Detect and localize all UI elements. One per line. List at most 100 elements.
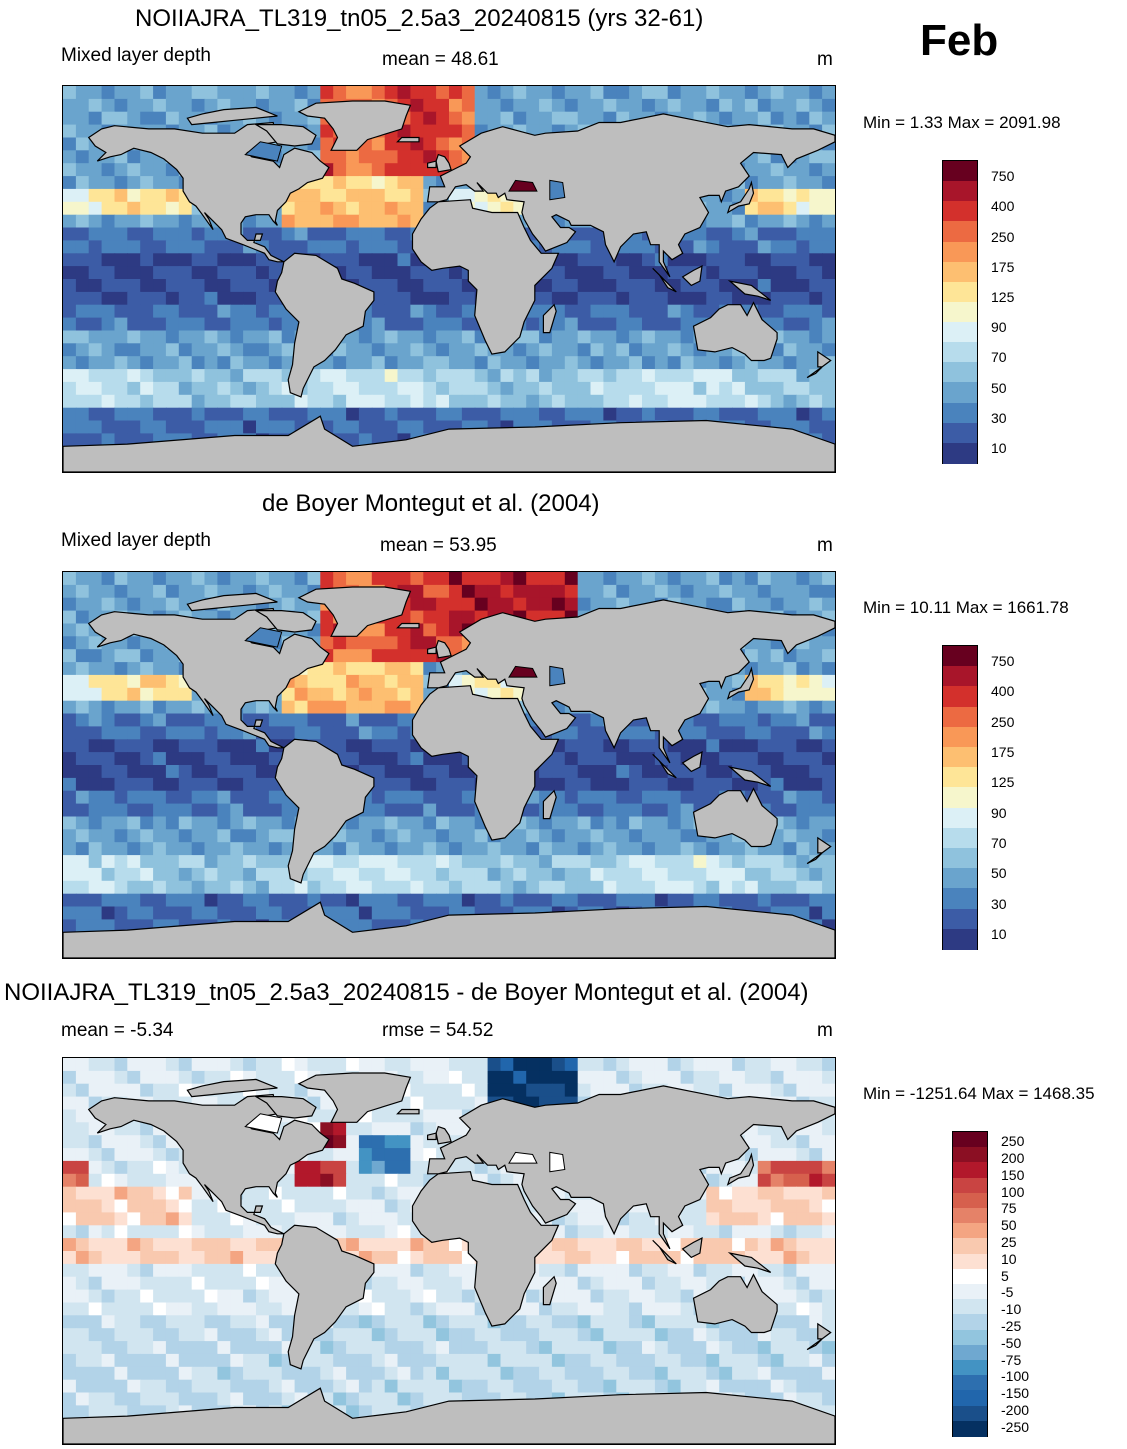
inland-sea: [549, 1151, 566, 1173]
colorbar-tick-label: 750: [991, 168, 1015, 185]
inland-sea: [244, 627, 283, 648]
colorbar-tick-label: 250: [991, 228, 1015, 245]
inland-sea: [244, 1113, 283, 1134]
colorbar-cell: [953, 1132, 987, 1148]
colorbar-cell: [943, 807, 977, 829]
colorbar-tick-label: 90: [991, 319, 1007, 336]
colorbar-tick-label: 150: [1001, 1166, 1025, 1183]
colorbar-cell: [953, 1405, 987, 1422]
colorbar-tick-label: -5: [1001, 1284, 1014, 1301]
panel3-title: NOIIAJRA_TL319_tn05_2.5a3_20240815 - de …: [4, 979, 809, 1006]
land: [63, 100, 835, 472]
colorbar-tick-label: 125: [991, 288, 1015, 305]
colorbar-tick-label: 10: [1001, 1250, 1017, 1267]
colorbar-cell: [953, 1375, 987, 1391]
colorbar-cell: [943, 362, 977, 384]
panel1-mean-label: mean = 48.61: [382, 49, 499, 70]
colorbar-cell: [953, 1390, 987, 1407]
colorbar-cell: [943, 382, 977, 404]
panel2-mean-label: mean = 53.95: [380, 535, 497, 556]
inland-sea: [244, 141, 283, 162]
colorbar-tick-label: 250: [991, 713, 1015, 730]
colorbar-tick-label: -25: [1001, 1318, 1022, 1335]
colorbar-cell: [953, 1238, 987, 1255]
map-svg: [63, 1058, 835, 1444]
colorbar-cell: [943, 261, 977, 283]
colorbar-cell: [943, 442, 977, 464]
colorbar-cell: [943, 241, 977, 263]
panel2-variable-label: Mixed layer depth: [61, 530, 211, 551]
panel3-minmax-label: Min = -1251.64 Max = 1468.35: [863, 1084, 1095, 1103]
colorbar-tick-label: 250: [1001, 1133, 1025, 1150]
colorbar-tick-label: 400: [991, 198, 1015, 215]
panel1-units-label: m: [817, 49, 833, 70]
colorbar-tick-label: 5: [1001, 1267, 1009, 1284]
panel3-map: [62, 1057, 836, 1445]
panel1-map: [62, 85, 836, 473]
colorbar-tick-label: 50: [991, 865, 1007, 882]
colorbar-cell: [943, 301, 977, 323]
colorbar-tick-label: 10: [991, 439, 1007, 456]
colorbar-tick-label: 50: [1001, 1217, 1017, 1234]
colorbar-tick-label: 125: [991, 774, 1015, 791]
colorbar-cell: [953, 1223, 987, 1239]
colorbar-cell: [943, 747, 977, 768]
colorbar-tick-label: 50: [991, 379, 1007, 396]
colorbar-cell: [943, 706, 977, 728]
colorbar-cell: [953, 1314, 987, 1331]
panel3-units-label: m: [817, 1020, 833, 1041]
colorbar-tick-label: 25: [1001, 1233, 1017, 1250]
panel1-colorbar: 750 400 250 175 125 90 70 50 30 10: [942, 160, 1014, 464]
month-label: Feb: [920, 16, 999, 65]
colorbar-tick-label: 90: [991, 804, 1007, 821]
colorbar-cell: [953, 1177, 987, 1194]
colorbar-cell: [943, 888, 977, 910]
colorbar-cell: [953, 1344, 987, 1361]
colorbar-cell: [953, 1192, 987, 1209]
colorbar-tick-label: 400: [991, 683, 1015, 700]
land: [63, 586, 835, 958]
colorbar-cell: [943, 161, 977, 182]
colorbar-tick-label: 10: [991, 925, 1007, 942]
colorbar-tick-label: 30: [991, 409, 1007, 426]
colorbar-cell: [943, 726, 977, 748]
colorbar-cell: [943, 787, 977, 809]
panel2-title: de Boyer Montegut et al. (2004): [262, 490, 600, 517]
colorbar-tick-label: 200: [1001, 1149, 1025, 1166]
colorbar-cell: [953, 1299, 987, 1315]
colorbar-tick-label: -250: [1001, 1418, 1030, 1435]
panel2-units-label: m: [817, 535, 833, 556]
colorbar-cell: [953, 1162, 987, 1179]
colorbar-cell: [943, 666, 977, 687]
colorbar-cell: [953, 1420, 987, 1437]
colorbar-tick-label: -100: [1001, 1368, 1030, 1385]
colorbar-tick-label: 30: [991, 895, 1007, 912]
panel2-minmax-label: Min = 10.11 Max = 1661.78: [863, 598, 1069, 617]
panel3-mean-label: mean = -5.34: [61, 1020, 174, 1041]
inland-sea: [508, 179, 538, 192]
colorbar-cell: [943, 342, 977, 363]
colorbar-cell: [953, 1253, 987, 1270]
map-svg: [63, 86, 835, 472]
panel3-rmse-label: rmse = 54.52: [382, 1020, 494, 1041]
colorbar-cell: [953, 1284, 987, 1300]
panel3-colorbar: 250 200 150 100 75 50 25 10 5 -5 -10 -25 -50 -75 -100-…: [952, 1131, 1029, 1437]
colorbar-tick-label: 175: [991, 258, 1015, 275]
colorbar-tick-label: 175: [991, 744, 1015, 761]
colorbar-tick-label: -10: [1001, 1301, 1022, 1318]
inland-sea: [508, 665, 538, 678]
colorbar-cell: [943, 221, 977, 243]
panel2-colorbar: 750 400 250 175 125 90 70 50 30 10: [942, 645, 1014, 950]
colorbar-cell: [943, 201, 977, 222]
colorbar-cell: [943, 868, 977, 889]
panel1-title: NOIIAJRA_TL319_tn05_2.5a3_20240815 (yrs …: [135, 5, 704, 32]
colorbar-tick-label: -200: [1001, 1402, 1030, 1419]
colorbar-tick-label: 750: [991, 653, 1015, 670]
colorbar-cell: [953, 1360, 987, 1376]
colorbar-cell: [943, 402, 977, 424]
panel1-variable-label: Mixed layer depth: [61, 45, 211, 66]
colorbar-tick-label: -75: [1001, 1351, 1022, 1368]
colorbar-cell: [943, 827, 977, 849]
colorbar-cell: [943, 928, 977, 950]
colorbar-cell: [953, 1208, 987, 1224]
